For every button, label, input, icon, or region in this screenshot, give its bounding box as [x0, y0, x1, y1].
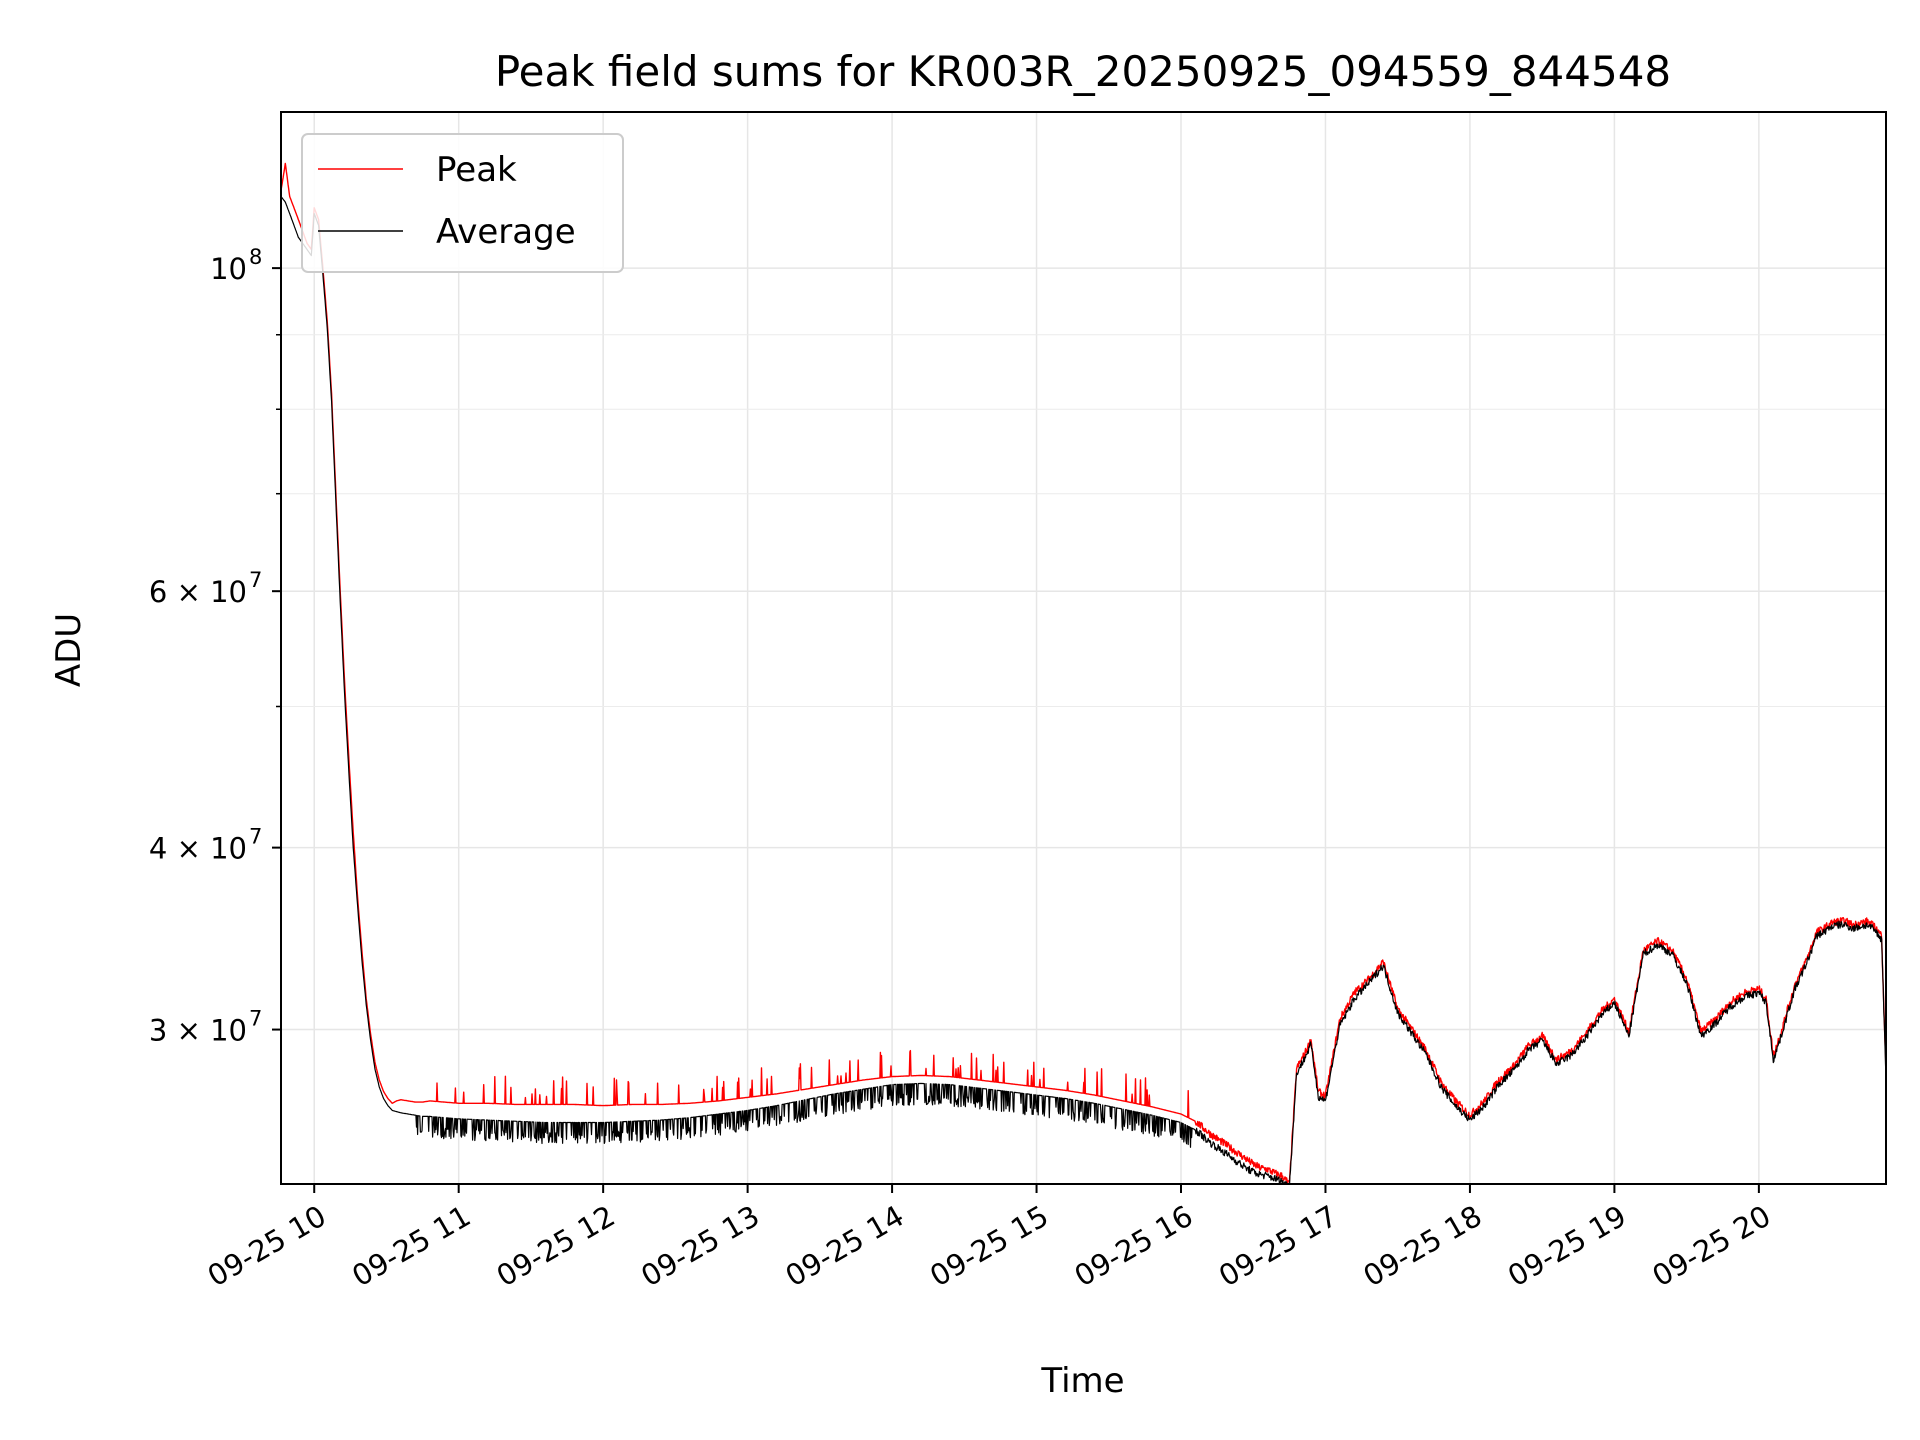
legend-label-peak: Peak: [436, 150, 517, 190]
y-tick-label: 4 × 10: [149, 832, 247, 866]
y-tick-mantissa: 4 × 10: [149, 832, 247, 866]
x-axis-title: Time: [1040, 1361, 1124, 1401]
series-lines: [281, 162, 1886, 1184]
legend: Peak Average: [301, 133, 624, 273]
y-tick-mantissa: 3 × 10: [149, 1014, 247, 1048]
y-tick-label: 3 × 10: [149, 1014, 247, 1048]
legend-label-average: Average: [436, 212, 576, 252]
y-tick-exponent: 8: [249, 245, 262, 269]
y-tick-mantissa: 10: [210, 252, 247, 286]
plot-frame: [280, 111, 1887, 1185]
chart-title: Peak field sums for KR003R_20250925_0945…: [495, 47, 1671, 96]
y-tick-label: 6 × 10: [149, 575, 247, 609]
y-tick-exponent: 7: [249, 1007, 262, 1031]
grid: [281, 112, 1886, 1184]
y-axis-title: ADU: [49, 613, 89, 687]
y-tick-exponent: 7: [249, 568, 262, 592]
series-line-average: [281, 196, 1886, 1184]
y-tick-mantissa: 6 × 10: [149, 575, 247, 609]
y-tick-label: 10: [210, 252, 247, 286]
y-tick-exponent: 7: [249, 825, 262, 849]
